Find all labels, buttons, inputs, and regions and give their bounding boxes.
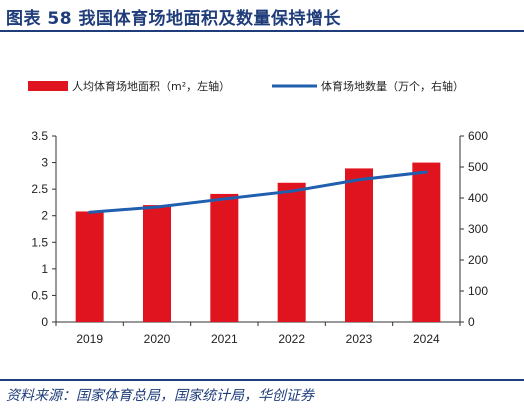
line-point-2023 <box>357 178 361 182</box>
axes: 0 0.5 1 1.5 2 2.5 3 3.5 0 100 200 300 400 500 600 2019 2… <box>31 129 488 346</box>
legend-swatch-bar <box>28 81 68 91</box>
bar-2021 <box>210 193 239 322</box>
line-point-2019 <box>88 210 92 214</box>
y-left-tick-label: 2 <box>41 209 48 223</box>
x-tick-label: 2020 <box>144 332 171 346</box>
bar-2024 <box>412 162 441 322</box>
y-left-tick-label: 1 <box>41 262 48 276</box>
x-tick-label: 2021 <box>211 332 238 346</box>
x-tick-label: 2024 <box>413 332 440 346</box>
y-right-tick-label: 0 <box>468 315 475 329</box>
legend: 人均体育场地面积（m²，左轴） 体育场地数量（万个，右轴） <box>28 79 464 93</box>
bar-2019 <box>75 211 104 322</box>
y-right-tick-label: 100 <box>468 284 488 298</box>
line-point-2020 <box>155 205 159 209</box>
legend-label-bar: 人均体育场地面积（m²，左轴） <box>72 79 230 93</box>
source-rule <box>0 379 524 381</box>
title-rule <box>0 30 524 32</box>
y-left-tick-label: 2.5 <box>31 182 48 196</box>
source-note: 资料来源：国家体育总局，国家统计局，华创证券 <box>6 388 314 404</box>
x-tick-label: 2019 <box>76 332 103 346</box>
bar-2022 <box>277 182 306 322</box>
y-left-tick-label: 1.5 <box>31 235 48 249</box>
line-path <box>89 170 427 214</box>
bar-2023 <box>345 168 373 322</box>
line-point-2021 <box>222 197 226 201</box>
figure-title: 图表 58 我国体育场地面积及数量保持增长 <box>6 9 341 29</box>
y-left-tick-label: 0.5 <box>31 288 48 302</box>
y-left-tick-label: 3.5 <box>31 129 48 143</box>
line-series <box>88 170 428 214</box>
y-left-tick-label: 3 <box>41 156 48 170</box>
line-point-2024 <box>424 170 428 174</box>
y-right-tick-label: 600 <box>468 129 488 143</box>
legend-label-line: 体育场地数量（万个，右轴） <box>321 79 464 93</box>
y-right-tick-label: 300 <box>468 222 488 236</box>
y-right-tick-label: 500 <box>468 160 488 174</box>
y-left-tick-label: 0 <box>41 315 48 329</box>
y-right-tick-label: 400 <box>468 191 488 205</box>
y-right-tick-label: 200 <box>468 253 488 267</box>
bar-2020 <box>143 205 171 322</box>
bar-series <box>75 162 441 322</box>
x-tick-label: 2022 <box>278 332 305 346</box>
line-point-2022 <box>290 189 294 193</box>
x-tick-label: 2023 <box>346 332 373 346</box>
